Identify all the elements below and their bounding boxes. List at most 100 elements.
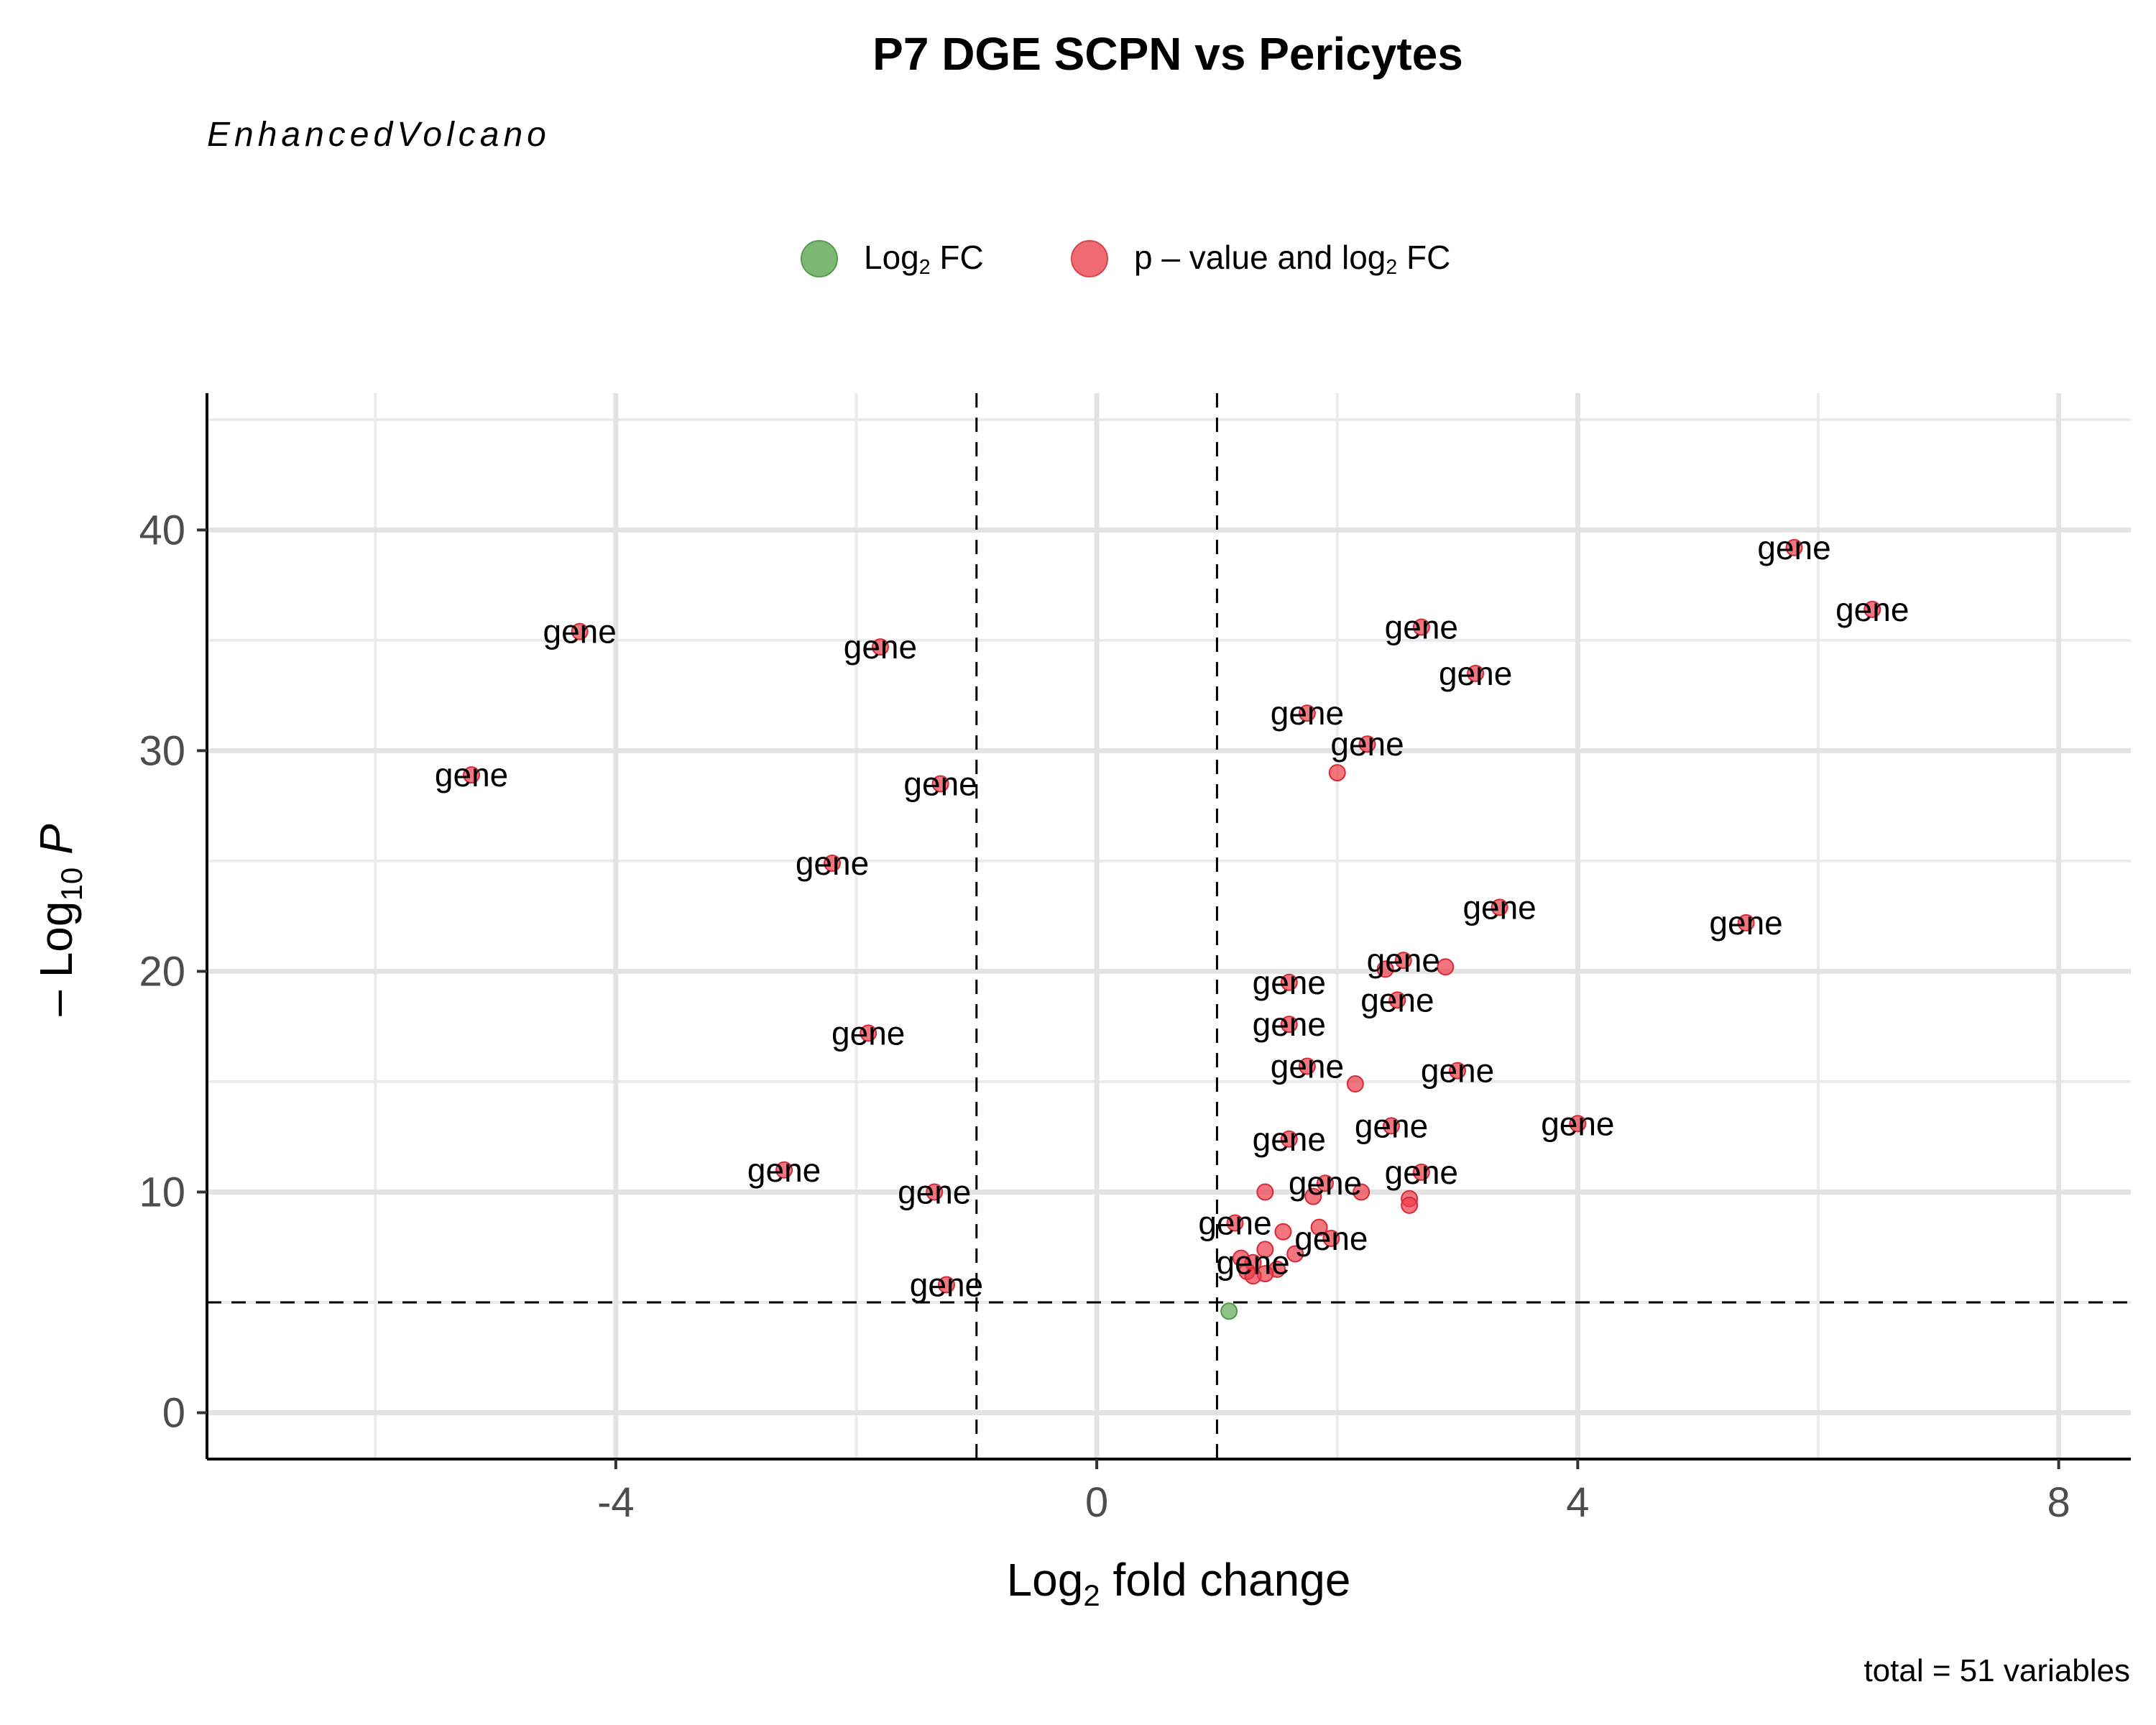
data-point <box>926 1183 944 1201</box>
point-label: gene <box>1198 1204 1271 1241</box>
minor-gridlines <box>207 393 2131 1459</box>
data-point <box>937 1276 955 1294</box>
point-label: gene <box>543 613 616 650</box>
y-axis-title: – Log10 P <box>30 824 88 1016</box>
data-point <box>1376 960 1394 978</box>
data-point <box>1280 1130 1298 1148</box>
point-label: gene <box>1439 655 1512 692</box>
chart-title: P7 DGE SCPN vs Pericytes <box>872 28 1463 80</box>
point-label: gene <box>1835 591 1909 628</box>
data-point <box>1353 1183 1370 1201</box>
point-label: gene <box>1253 964 1326 1001</box>
y-tick-label: 20 <box>139 948 185 995</box>
point-label: gene <box>1216 1244 1289 1282</box>
data-point <box>931 775 949 793</box>
point-label: gene <box>1271 1047 1344 1085</box>
data-point <box>1226 1214 1244 1232</box>
data-point <box>1388 991 1406 1009</box>
data-point <box>1280 1016 1298 1034</box>
point-label: gene <box>747 1151 821 1189</box>
data-point <box>1394 952 1412 970</box>
point-label: gene <box>1271 694 1344 732</box>
point-label: gene <box>1367 942 1440 979</box>
x-tick-label: 8 <box>2047 1479 2070 1526</box>
y-tick-label: 10 <box>139 1169 185 1215</box>
data-point <box>1244 1267 1262 1285</box>
point-label: gene <box>844 628 917 666</box>
y-tick-label: 30 <box>139 727 185 774</box>
point-label: gene <box>1253 1006 1326 1043</box>
point-label: gene <box>796 845 869 882</box>
y-tick-label: 0 <box>162 1390 185 1437</box>
data-point <box>1286 1245 1304 1263</box>
point-label: gene <box>1462 888 1536 926</box>
point-label: gene <box>898 1173 971 1210</box>
data-point <box>1322 1229 1340 1247</box>
y-tick-label: 40 <box>139 507 185 553</box>
legend: Log2 FC p – value and log2 FC <box>0 230 2156 288</box>
x-tick-label: 4 <box>1566 1479 1589 1526</box>
caption: total = 51 variables <box>1864 1653 2130 1688</box>
data-point <box>1383 1117 1401 1135</box>
axes <box>197 393 2131 1469</box>
legend-swatch-log2fc <box>801 240 838 277</box>
data-point <box>1280 973 1298 991</box>
legend-label-log2fc: Log2 FC <box>864 238 984 280</box>
legend-item-pvalue-and-log2fc: p – value and log2 FC <box>1071 230 1450 288</box>
point-label: gene <box>1757 529 1830 566</box>
data-point <box>1412 1163 1430 1181</box>
point-label: gene <box>1355 1107 1428 1144</box>
point-label: gene <box>1421 1052 1494 1090</box>
chart-subtitle: EnhancedVolcano <box>207 116 550 154</box>
point-label: gene <box>1330 725 1404 763</box>
data-point <box>1412 618 1430 636</box>
data-point <box>1220 1302 1238 1320</box>
data-point <box>1401 1196 1419 1214</box>
point-label: gene <box>903 765 977 802</box>
x-tick-label: -4 <box>597 1479 635 1526</box>
threshold-lines <box>207 393 2131 1459</box>
data-point <box>1785 538 1803 556</box>
data-point <box>1256 1183 1274 1201</box>
data-point <box>871 638 889 656</box>
data-point <box>1310 1218 1328 1236</box>
data-points <box>463 538 1881 1320</box>
data-point <box>1358 735 1376 753</box>
data-point <box>1864 600 1881 618</box>
point-label: gene <box>1289 1164 1362 1202</box>
data-point <box>1346 1075 1364 1093</box>
data-point <box>1467 664 1485 682</box>
data-point <box>1569 1115 1587 1133</box>
point-label: gene <box>1541 1105 1614 1142</box>
data-point <box>1491 898 1508 916</box>
point-label: gene <box>435 756 508 794</box>
point-label: gene <box>1709 904 1782 942</box>
data-point <box>463 766 481 784</box>
data-point <box>824 854 842 872</box>
data-point <box>1328 764 1346 782</box>
point-label: gene <box>1253 1121 1326 1158</box>
point-label: gene <box>831 1014 905 1052</box>
data-point <box>1256 1241 1274 1259</box>
data-point <box>1298 704 1316 722</box>
data-point <box>1449 1062 1467 1080</box>
point-label: gene <box>910 1266 983 1303</box>
data-point <box>1298 1057 1316 1075</box>
x-axis-title: Log2 fold change <box>1007 1554 1351 1612</box>
data-point <box>1304 1187 1322 1205</box>
point-label: gene <box>1294 1220 1368 1257</box>
data-point <box>860 1024 877 1042</box>
major-gridlines <box>207 393 2131 1459</box>
point-label: gene <box>1385 1154 1458 1191</box>
data-point <box>1737 914 1755 932</box>
tick-labels: -4 0 4 8 0 10 20 30 40 <box>139 507 2070 1526</box>
data-point <box>1317 1174 1335 1192</box>
legend-item-log2fc: Log2 FC <box>801 230 984 288</box>
data-point <box>775 1161 793 1179</box>
data-point <box>571 622 589 640</box>
point-label: gene <box>1360 981 1434 1018</box>
legend-label-pvalue-and-log2fc: p – value and log2 FC <box>1134 238 1451 280</box>
point-label: gene <box>1385 608 1458 645</box>
